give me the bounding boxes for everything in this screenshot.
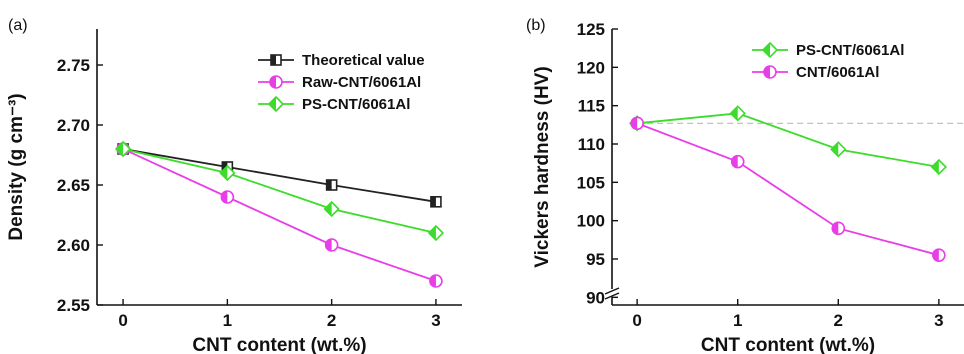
data-point-fill	[220, 166, 228, 180]
y-tick-label: 2.65	[57, 176, 90, 195]
y-tick-label: 95	[586, 250, 605, 269]
legend-label: Theoretical value	[302, 52, 425, 69]
axis-break-mark	[604, 287, 620, 295]
data-point-fill	[832, 222, 839, 235]
series-line	[122, 148, 437, 282]
y-tick-label: 100	[577, 212, 605, 231]
data-point-fill	[429, 275, 436, 287]
legend-marker-fill	[763, 43, 770, 57]
x-axis-label: CNT content (wt.%)	[701, 335, 875, 354]
data-point-fill	[222, 162, 228, 172]
data-point-fill	[428, 226, 436, 240]
legend-label: PS-CNT/6061Al	[796, 42, 904, 59]
x-tick-label: 2	[834, 311, 843, 330]
y-tick-label: 110	[578, 135, 605, 154]
legend-entry: CNT/6061Al	[752, 64, 879, 81]
data-point-fill	[325, 239, 332, 251]
data-point-fill	[831, 142, 839, 157]
panel-a: (a) 0 1 2 3 2.55 2.60 2.65 2.70 2.75 CNT content (…	[6, 17, 462, 354]
x-tick-label: 1	[223, 311, 232, 330]
series-raw-cnt-6061al	[116, 142, 443, 288]
x-tick-label: 1	[733, 311, 742, 330]
axis-break-mark	[604, 292, 620, 300]
data-point-fill	[931, 160, 939, 174]
x-axis-label: CNT content (wt.%)	[192, 335, 366, 354]
legend-marker-fill	[270, 76, 276, 88]
data-point-fill	[116, 142, 124, 156]
series-ps-cnt-6061al	[629, 105, 947, 176]
data-point-fill	[221, 191, 228, 203]
y-tick-label: 115	[578, 97, 605, 116]
legend-entry: PS-CNT/6061Al	[752, 41, 904, 59]
series-theoretical-value	[117, 143, 442, 208]
legend-entry: PS-CNT/6061Al	[258, 95, 410, 113]
x-tick-label: 0	[118, 311, 127, 330]
data-point-fill	[324, 202, 332, 216]
data-point-fill	[731, 155, 738, 168]
y-tick-label: 2.70	[57, 116, 90, 135]
x-tick-label: 3	[934, 311, 943, 330]
legend-marker-fill	[271, 55, 276, 65]
series-line	[122, 148, 437, 203]
data-point-fill	[326, 180, 332, 190]
data-point-fill	[430, 196, 436, 207]
x-tick-label: 3	[431, 311, 440, 330]
x-tick-label: 2	[327, 311, 336, 330]
legend-label: Raw-CNT/6061Al	[302, 74, 421, 91]
legend-label: PS-CNT/6061Al	[302, 96, 410, 113]
series-ps-cnt-6061al	[114, 140, 445, 242]
axis-break-gap	[606, 289, 618, 297]
x-tick-label: 0	[632, 311, 641, 330]
legend-entry: Theoretical value	[258, 52, 425, 69]
y-axis-label: Vickers hardness (HV)	[532, 66, 553, 267]
series-line	[636, 122, 940, 257]
legend-marker-fill	[764, 66, 770, 78]
series-cnt-6061al	[630, 116, 946, 262]
y-tick-label: 2.55	[57, 296, 90, 315]
y-tick-label: 2.75	[57, 56, 90, 75]
series-line	[122, 148, 437, 234]
y-tick-label: 90	[586, 288, 605, 307]
y-tick-label: 105	[577, 173, 605, 192]
y-axis-label: Density (g cm⁻³)	[6, 93, 27, 240]
y-tick-label: 120	[577, 58, 605, 77]
series-line	[637, 112, 940, 168]
legend-entry: Raw-CNT/6061Al	[258, 74, 421, 91]
y-tick-label: 2.60	[57, 236, 90, 255]
panel-label: (a)	[8, 17, 28, 34]
legend-label: CNT/6061Al	[796, 64, 879, 81]
y-tick-label: 125	[577, 20, 605, 39]
data-point-fill	[932, 249, 939, 262]
panel-b: (b) 0 1 2 3 90 95 100 105 110 115 120 125 CNT content…	[526, 17, 964, 354]
data-point-fill	[730, 106, 738, 121]
legend-marker-fill	[269, 97, 276, 111]
data-point-fill	[631, 117, 638, 130]
panel-label: (b)	[526, 17, 546, 34]
